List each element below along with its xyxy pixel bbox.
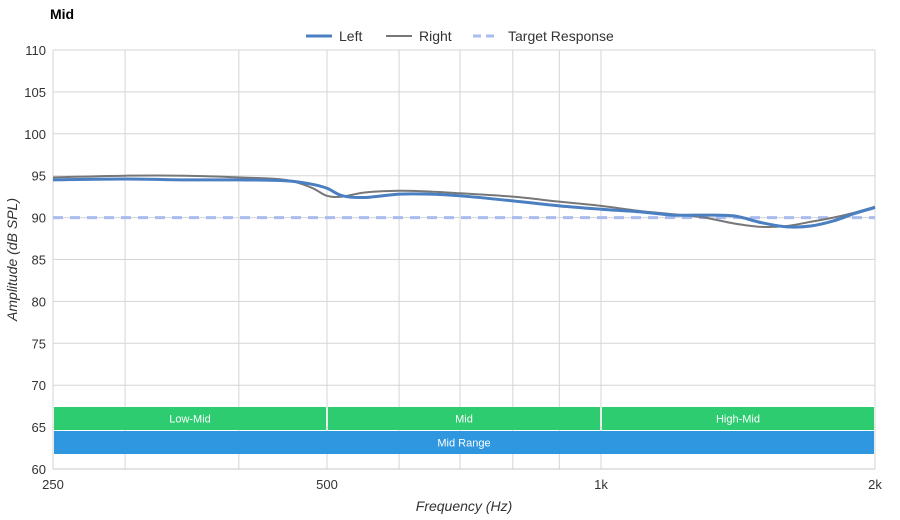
x-axis-label: Frequency (Hz) bbox=[416, 498, 512, 514]
y-tick-label: 80 bbox=[32, 294, 46, 309]
y-tick-label: 105 bbox=[24, 85, 46, 100]
band-label: Mid bbox=[455, 414, 473, 426]
y-tick-label: 90 bbox=[32, 211, 46, 226]
x-tick-label: 500 bbox=[316, 477, 338, 492]
series-line-left bbox=[52, 177, 876, 229]
y-tick-label: 75 bbox=[32, 336, 46, 351]
y-tick-label: 65 bbox=[32, 420, 46, 435]
legend-label: Left bbox=[339, 28, 362, 44]
band-mid-range bbox=[54, 431, 874, 454]
x-tick-label: 2k bbox=[868, 477, 882, 492]
band-mid bbox=[328, 407, 600, 430]
y-tick-label: 100 bbox=[24, 127, 46, 142]
chart-title: Mid bbox=[50, 6, 75, 22]
band-label: Mid Range bbox=[437, 438, 490, 450]
y-tick-label: 70 bbox=[32, 378, 46, 393]
y-tick-label: 85 bbox=[32, 253, 46, 268]
legend-label: Right bbox=[419, 28, 452, 44]
x-tick-label: 1k bbox=[594, 477, 608, 492]
y-tick-label: 95 bbox=[32, 169, 46, 184]
y-axis-label: Amplitude (dB SPL) bbox=[4, 198, 20, 322]
x-tick-label: 250 bbox=[42, 477, 64, 492]
legend-label: Target Response bbox=[508, 28, 614, 44]
band-label: High-Mid bbox=[716, 414, 760, 426]
y-tick-label: 110 bbox=[25, 43, 46, 58]
band-high-mid bbox=[602, 407, 874, 430]
y-tick-label: 60 bbox=[32, 462, 46, 477]
band-low-mid bbox=[54, 407, 326, 430]
band-label: Low-Mid bbox=[169, 414, 211, 426]
